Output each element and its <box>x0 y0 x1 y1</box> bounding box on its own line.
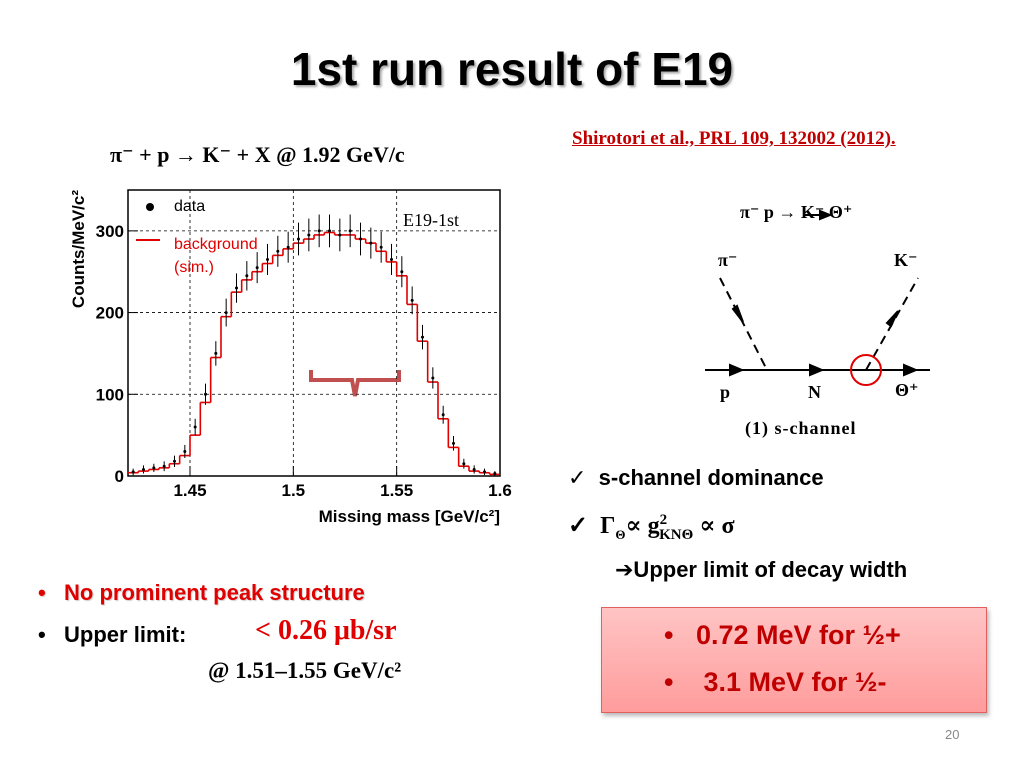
data-point <box>359 237 362 241</box>
result-text: 3.1 MeV for ½- <box>703 667 887 697</box>
bullet-text: Upper limit: <box>64 622 187 647</box>
data-point <box>204 392 207 396</box>
data-point <box>431 376 435 380</box>
bullet-text: s-channel dominance <box>598 465 824 490</box>
data-point <box>452 441 455 445</box>
data-point <box>297 237 300 241</box>
x-axis-label: Missing mass [GeV/c²] <box>319 507 500 526</box>
diagram-text: π⁻ p → K⁻ Θ⁺ <box>740 202 853 222</box>
bullet-text: No prominent peak structure <box>64 580 365 605</box>
formula: Γ <box>600 513 616 539</box>
diagram-label: π⁻ <box>718 250 738 270</box>
check-bullet: ✓ s-channel dominance <box>568 465 824 490</box>
data-point <box>142 467 145 471</box>
data-point <box>286 245 290 249</box>
y-axis-label: Counts/MeV/c² <box>69 190 88 308</box>
result-box <box>601 607 987 713</box>
mass-range: @ 1.51–1.55 GeV/c² <box>208 658 402 683</box>
diagram-label: N <box>808 382 821 402</box>
formula: ∝ σ <box>693 513 735 539</box>
slide-title: 1st run result of E19 <box>290 43 734 95</box>
data-point <box>183 449 187 453</box>
y-tick-label: 300 <box>96 222 124 241</box>
result-line: • 0.72 MeV for ½+ <box>664 620 901 650</box>
data-point <box>235 286 238 290</box>
data-point <box>328 229 331 233</box>
legend-data: data <box>174 198 206 215</box>
formula: 2 <box>659 512 668 528</box>
diagram-caption: (1) s-channel <box>745 418 857 438</box>
data-point <box>462 462 466 466</box>
upper-limit: < 0.26 μb/sr <box>255 615 397 646</box>
data-point <box>338 233 342 237</box>
x-tick-label: 1.55 <box>380 481 413 500</box>
data-point <box>483 470 486 474</box>
diagram-label: K⁻ <box>894 250 918 270</box>
diagram-label: p <box>720 382 731 402</box>
diagram-header: π⁻ p → K⁻ Θ⁺ <box>740 202 852 223</box>
x-tick-label: 1.6 <box>488 481 512 500</box>
data-point <box>410 298 414 302</box>
y-tick-label: 100 <box>96 385 124 404</box>
data-point <box>348 229 352 233</box>
region-brace <box>309 370 401 397</box>
formula: KNΘ <box>659 526 694 543</box>
data-point <box>193 425 197 429</box>
data-point <box>317 229 321 233</box>
data-point <box>276 249 280 253</box>
data-point <box>266 257 269 261</box>
result-text: 0.72 MeV for ½+ <box>695 620 901 650</box>
data-point <box>162 464 166 468</box>
data-point <box>224 311 228 315</box>
formula: Θ <box>615 526 626 542</box>
result-line: • 3.1 MeV for ½- <box>664 667 887 697</box>
check-bullet: ✓ ΓΘ∝ g2KNΘ ∝ σ <box>568 512 735 543</box>
data-point <box>390 257 393 261</box>
data-point <box>493 472 497 476</box>
formula: ∝ g <box>625 513 660 539</box>
y-tick-label: 0 <box>115 467 124 486</box>
data-point <box>152 466 156 470</box>
data-point <box>421 335 424 339</box>
annotation: E19-1st <box>403 210 459 230</box>
x-tick-label: 1.5 <box>282 481 306 500</box>
data-point <box>131 470 135 474</box>
page-number: 20 <box>945 727 960 742</box>
x-tick-label: 1.45 <box>173 481 206 500</box>
data-point <box>379 245 383 249</box>
reference: Shirotori et al., PRL 109, 132002 (2012)… <box>572 128 896 149</box>
data-point <box>245 274 249 278</box>
bullet-text: ➔Upper limit of decay width <box>615 557 908 582</box>
diagram-label: Θ⁺ <box>895 380 919 400</box>
data-point <box>255 266 259 270</box>
data-point <box>307 233 311 237</box>
data-point <box>173 459 176 463</box>
data-point <box>441 413 445 417</box>
data-point <box>214 351 218 355</box>
reaction: π⁻ + p → K⁻ + X @ 1.92 GeV/c <box>110 142 405 167</box>
legend-background: background (sim.) <box>174 236 258 276</box>
data-point <box>369 241 373 245</box>
y-tick-label: 200 <box>96 304 124 323</box>
feynman-diagram <box>705 209 930 386</box>
data-point <box>472 467 476 471</box>
data-point <box>400 270 404 274</box>
legend-marker <box>146 203 154 211</box>
bullet: • No prominent peak structure <box>38 580 365 605</box>
bullet: • Upper limit: <box>38 622 187 647</box>
